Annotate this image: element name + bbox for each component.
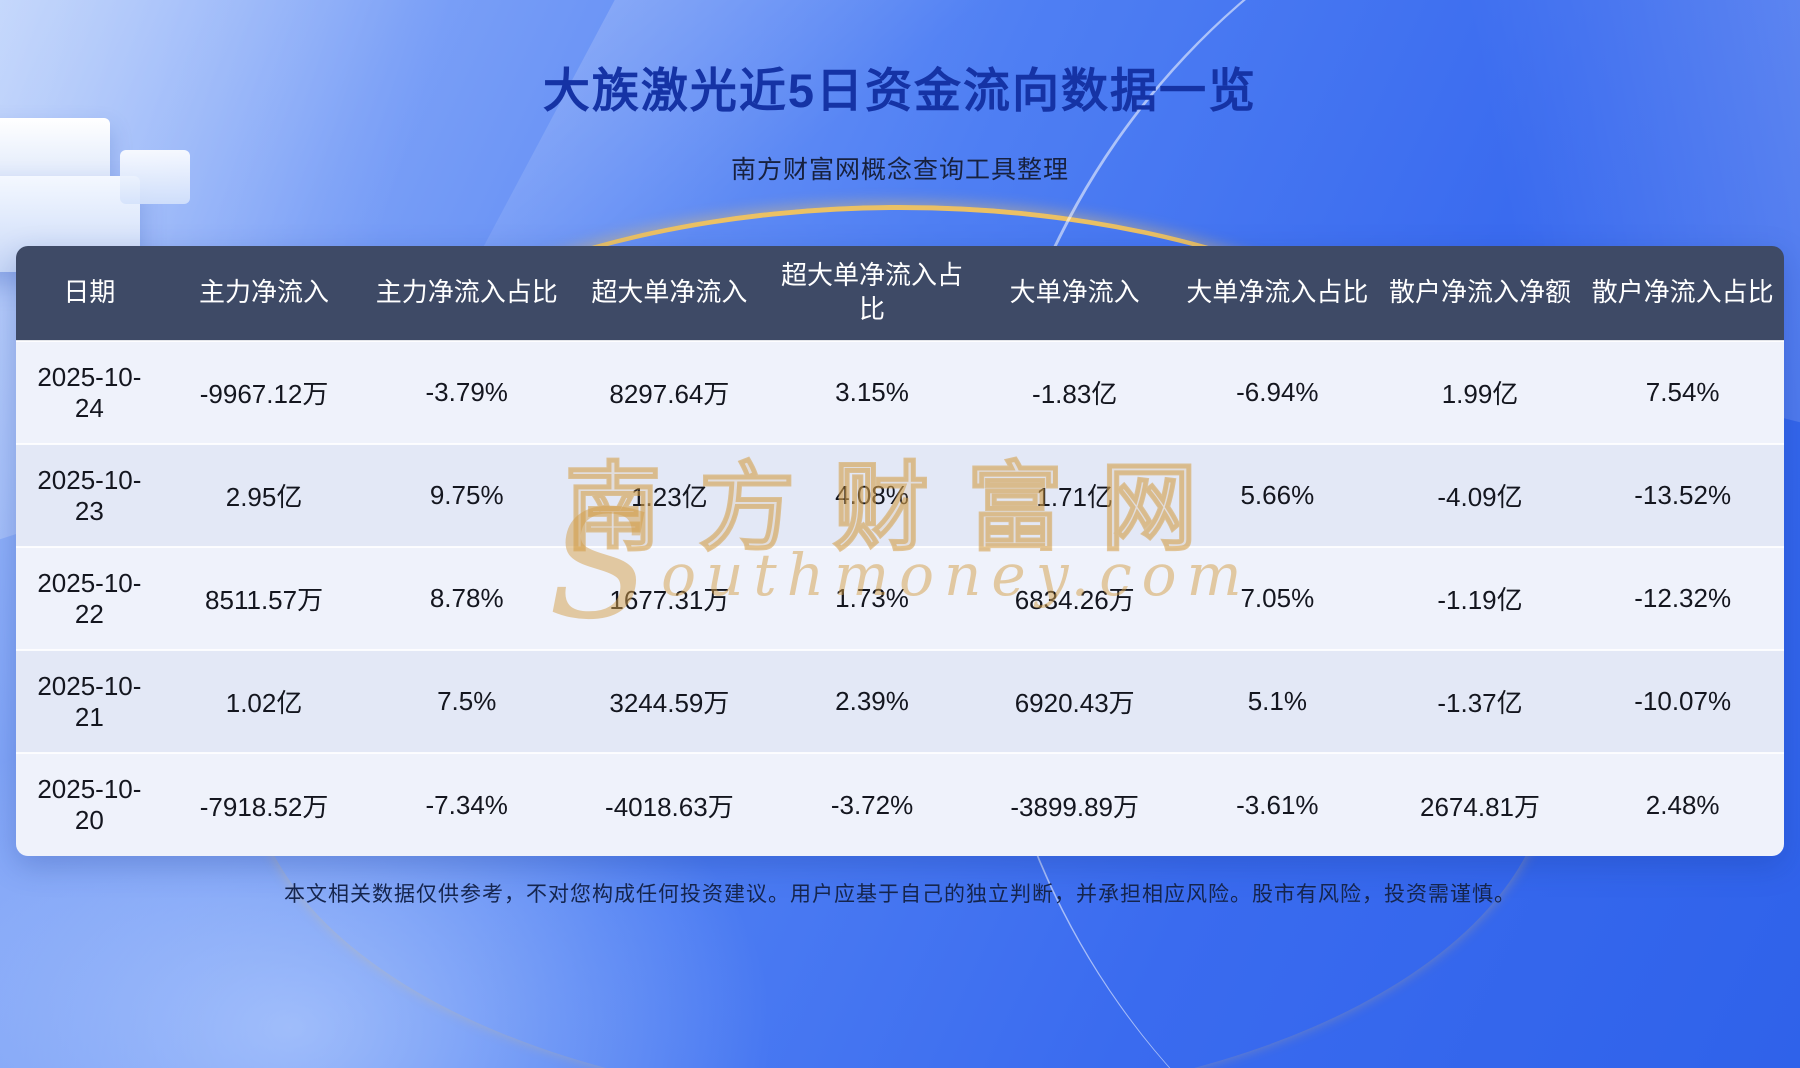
column-header: 散户净流入占比	[1581, 246, 1784, 341]
column-header: 超大单净流入占比	[770, 246, 974, 341]
table-header-row: 日期 主力净流入 主力净流入占比 超大单净流入 超大单净流入占比 大单净流入 大单净流入占比…	[16, 246, 1784, 341]
page-subtitle: 南方财富网概念查询工具整理	[730, 156, 1069, 184]
value-cell: -13.52%	[1581, 443, 1784, 547]
column-header: 大单净流入	[973, 246, 1177, 341]
value-cell: 5.66%	[1176, 443, 1379, 547]
value-cell: 2.48%	[1581, 752, 1784, 856]
value-cell: -3.61%	[1176, 752, 1379, 856]
value-cell: -1.37亿	[1378, 649, 1582, 753]
value-cell: 1.99亿	[1378, 340, 1582, 444]
table-row: 2025-10-24 -9967.12万 -3.79% 8297.64万 3.15% -1…	[16, 340, 1784, 444]
value-cell: -9967.12万	[162, 340, 366, 444]
column-header: 超大单净流入	[568, 246, 771, 341]
table-row: 2025-10-23 2.95亿 9.75% 1.23亿 4.08% 1.71亿 5.66%…	[16, 443, 1784, 547]
value-cell: 2.95亿	[162, 443, 366, 547]
value-cell: 8.78%	[365, 546, 569, 650]
value-cell: -4.09亿	[1378, 443, 1582, 547]
value-cell: 5.1%	[1176, 649, 1379, 753]
value-cell: -3.79%	[365, 340, 569, 444]
value-cell: 6834.26万	[973, 546, 1177, 650]
value-cell: 7.5%	[365, 649, 569, 753]
value-cell: 1.02亿	[162, 649, 366, 753]
date-cell: 2025-10-22	[16, 546, 163, 650]
value-cell: 1.23亿	[568, 443, 771, 547]
date-cell: 2025-10-24	[16, 340, 163, 444]
column-header: 日期	[16, 246, 163, 341]
value-cell: 3244.59万	[568, 649, 771, 753]
value-cell: 9.75%	[365, 443, 569, 547]
date-cell: 2025-10-21	[16, 649, 163, 753]
data-table: 日期 主力净流入 主力净流入占比 超大单净流入 超大单净流入占比 大单净流入 大单净流入占比…	[16, 246, 1784, 856]
value-cell: -12.32%	[1581, 546, 1784, 650]
table-body: 2025-10-24 -9967.12万 -3.79% 8297.64万 3.15% -1…	[16, 340, 1784, 856]
value-cell: -1.83亿	[973, 340, 1177, 444]
value-cell: -10.07%	[1581, 649, 1784, 753]
value-cell: -7918.52万	[162, 752, 366, 856]
disclaimer-text: 本文相关数据仅供参考，不对您构成任何投资建议。用户应基于自己的独立判断，并承担相…	[284, 883, 1516, 906]
value-cell: 7.54%	[1581, 340, 1784, 444]
value-cell: -7.34%	[365, 752, 569, 856]
value-cell: 1.73%	[770, 546, 974, 650]
value-cell: 8511.57万	[162, 546, 366, 650]
column-header: 主力净流入占比	[365, 246, 569, 341]
column-header: 主力净流入	[162, 246, 366, 341]
value-cell: 3.15%	[770, 340, 974, 444]
table-row: 2025-10-21 1.02亿 7.5% 3244.59万 2.39% 6920.43万…	[16, 649, 1784, 753]
table-row: 2025-10-20 -7918.52万 -7.34% -4018.63万 -3.72%…	[16, 752, 1784, 856]
date-cell: 2025-10-20	[16, 752, 163, 856]
value-cell: 4.08%	[770, 443, 974, 547]
table-head: 日期 主力净流入 主力净流入占比 超大单净流入 超大单净流入占比 大单净流入 大单净流入占比…	[16, 246, 1784, 341]
column-header: 散户净流入净额	[1378, 246, 1582, 341]
value-cell: 8297.64万	[568, 340, 771, 444]
value-cell: 6920.43万	[973, 649, 1177, 753]
capital-flow-table-container: 日期 主力净流入 主力净流入占比 超大单净流入 超大单净流入占比 大单净流入 大单净流入占比…	[16, 246, 1784, 856]
value-cell: -4018.63万	[568, 752, 771, 856]
value-cell: 2.39%	[770, 649, 974, 753]
table-row: 2025-10-22 8511.57万 8.78% 1677.31万 1.73% 6834…	[16, 546, 1784, 650]
page-title: 大族激光近5日资金流向数据一览	[542, 64, 1258, 117]
value-cell: 2674.81万	[1378, 752, 1582, 856]
value-cell: -3899.89万	[973, 752, 1177, 856]
value-cell: -1.19亿	[1378, 546, 1582, 650]
column-header: 大单净流入占比	[1176, 246, 1379, 341]
value-cell: 1.71亿	[973, 443, 1177, 547]
date-cell: 2025-10-23	[16, 443, 163, 547]
value-cell: -6.94%	[1176, 340, 1379, 444]
value-cell: 7.05%	[1176, 546, 1379, 650]
value-cell: -3.72%	[770, 752, 974, 856]
value-cell: 1677.31万	[568, 546, 771, 650]
